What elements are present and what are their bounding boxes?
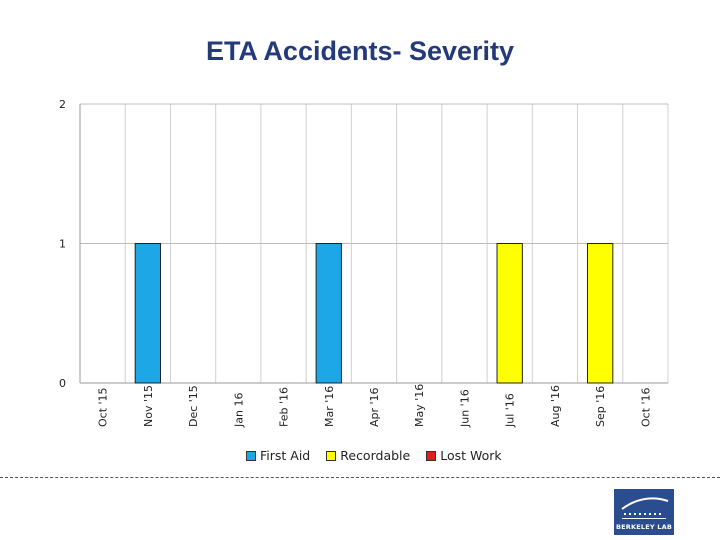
legend-label: Recordable [340, 448, 411, 463]
chart-title: ETA Accidents- Severity [205, 36, 515, 66]
x-tick-label: May '16 [413, 384, 426, 427]
x-tick-label: Apr '16 [368, 387, 381, 427]
x-tick-label: Sep '16 [594, 386, 607, 427]
berkeley-lab-logo: BERKELEY LAB [614, 489, 674, 535]
bar-recordable [586, 243, 614, 384]
x-tick-label: Feb '16 [278, 387, 291, 427]
y-tick-label: 0 [59, 377, 66, 390]
x-tick-label: Oct '15 [97, 387, 110, 427]
x-tick-label: Nov '15 [142, 385, 155, 427]
x-tick-label: Dec '15 [187, 385, 200, 427]
bar-recordable [496, 243, 523, 384]
legend-item: First Aid [246, 448, 310, 463]
logo-text: BERKELEY LAB [616, 523, 672, 531]
x-tick-label: Jul '16 [504, 393, 517, 428]
y-tick-label: 2 [59, 98, 66, 111]
x-tick-label: Mar '16 [323, 386, 336, 427]
berkeley-lab-icon [621, 497, 669, 519]
x-tick-label: Jun '16 [458, 389, 471, 428]
legend-swatch [326, 450, 337, 461]
legend-item: Lost Work [426, 448, 502, 463]
legend-item: Recordable [326, 448, 410, 463]
footer-divider [0, 477, 720, 478]
x-tick-label: Oct '16 [639, 387, 652, 427]
legend-label: First Aid [260, 448, 311, 463]
bar-first-aid [134, 243, 162, 384]
chart-legend: First Aid Recordable Lost Work [246, 448, 502, 463]
bar-first-aid [315, 243, 342, 384]
legend-swatch [246, 450, 256, 461]
legend-swatch [426, 450, 437, 461]
legend-label: Lost Work [440, 448, 502, 463]
x-tick-label: Jan 16 [232, 393, 245, 428]
y-tick-label: 1 [59, 238, 66, 251]
x-tick-label: Aug '16 [549, 385, 562, 427]
